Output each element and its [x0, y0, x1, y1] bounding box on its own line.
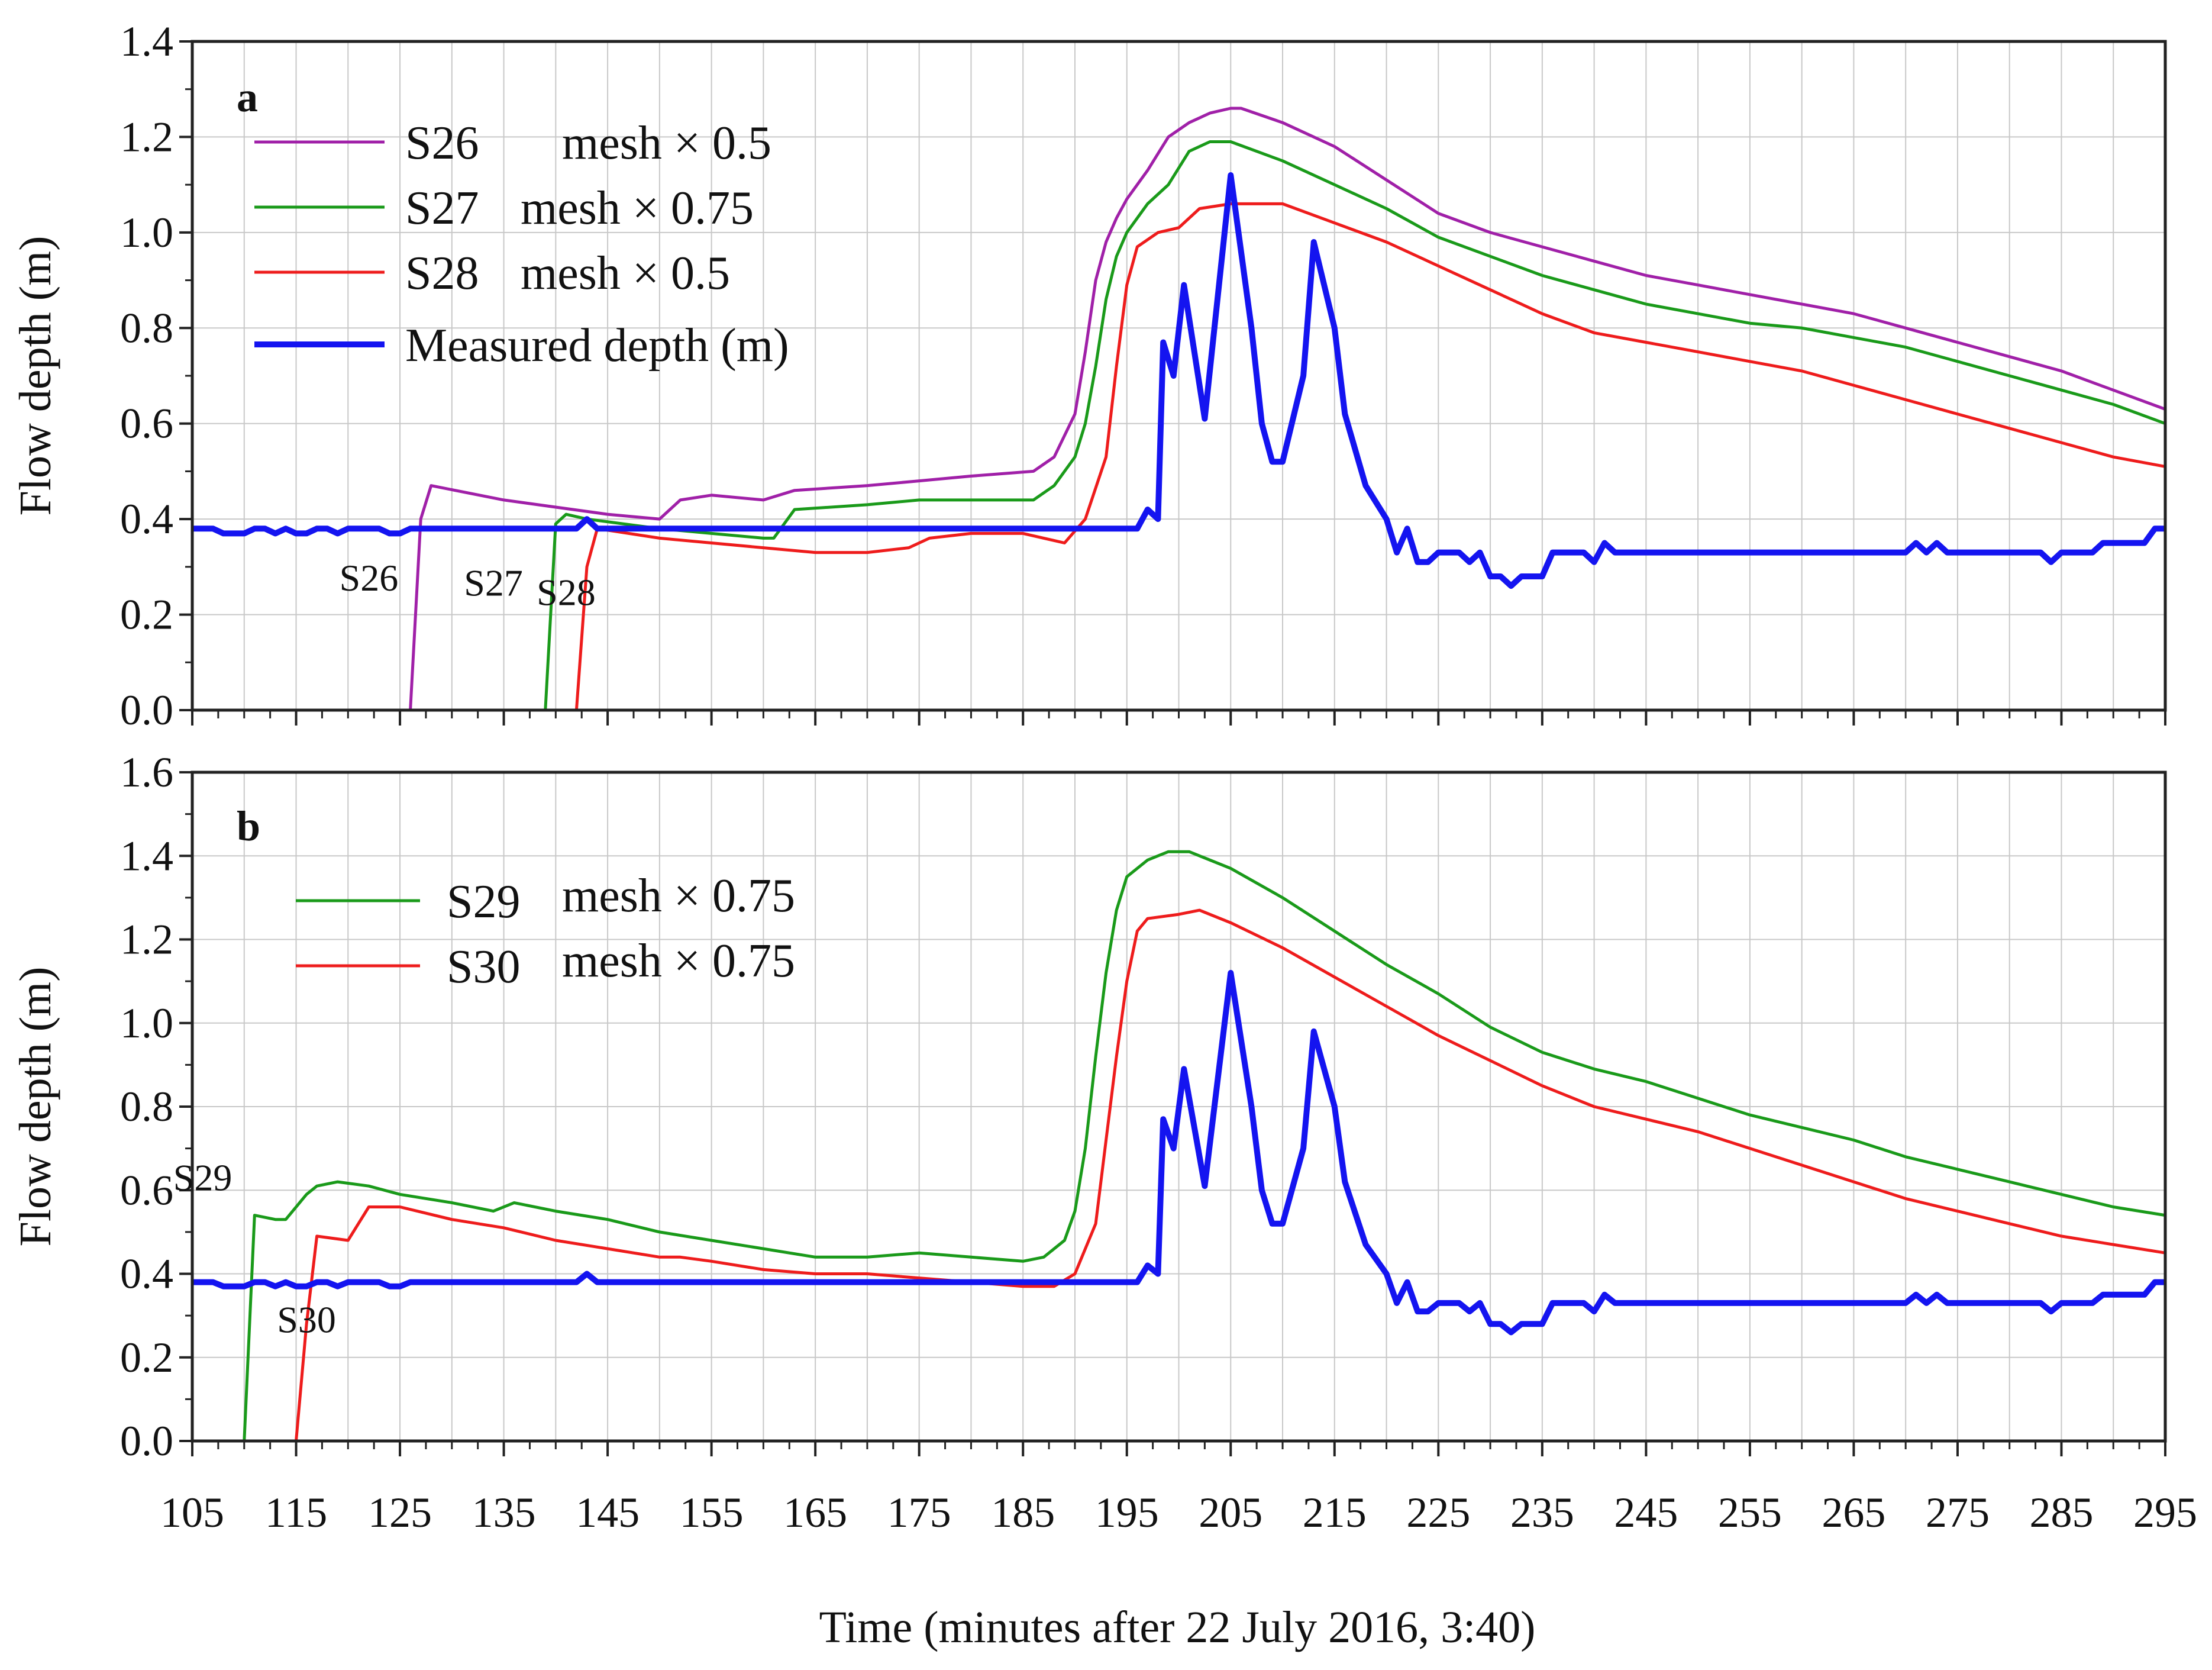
x-tick-label: 205	[1199, 1489, 1262, 1536]
x-tick-label: 165	[783, 1489, 847, 1536]
x-axis-ticks-a	[191, 710, 2166, 726]
y-tick-label: 0.8	[120, 1083, 173, 1130]
x-axis-title: Time (minutes after 22 July 2016, 3:40)	[819, 1603, 1536, 1652]
curve-labels-a: S26 S27 S28	[340, 557, 596, 613]
legend-series-s26: S26	[405, 117, 479, 169]
x-tick-label: 185	[991, 1489, 1055, 1536]
y-tick-label: 1.2	[120, 916, 173, 963]
legend-series-s27: S27	[405, 182, 479, 234]
grid-a	[192, 41, 2165, 710]
y-tick-label: 1.4	[120, 18, 173, 65]
legend-a: S26 mesh × 0.5 S27 mesh × 0.75 S28 mesh …	[254, 117, 789, 372]
legend-series-s29: S29	[447, 876, 521, 928]
y-tick-label: 0.2	[120, 591, 173, 639]
curve-label-s26: S26	[340, 557, 399, 599]
x-tick-label: 125	[368, 1489, 432, 1536]
y-tick-label: 0.6	[120, 400, 173, 447]
y-tick-label: 0.0	[120, 1417, 173, 1465]
panel-b: 0.0 0.2 0.4 0.6 0.8 1.0 1.2 1.4 1.6 105 115 125 135…	[11, 749, 2197, 1536]
legend-desc-s29: mesh × 0.75	[562, 870, 795, 922]
x-tick-label: 235	[1510, 1489, 1574, 1536]
x-tick-label: 245	[1614, 1489, 1678, 1536]
y-tick-label: 1.6	[120, 749, 173, 796]
y-tick-label: 0.2	[120, 1334, 173, 1381]
legend-series-s28: S28	[405, 247, 479, 299]
curve-label-s28: S28	[537, 571, 596, 613]
x-tick-label: 195	[1095, 1489, 1159, 1536]
panel-label-a: a	[237, 73, 258, 121]
y-tick-label: 0.4	[120, 495, 173, 543]
y-axis-b: 0.0 0.2 0.4 0.6 0.8 1.0 1.2 1.4 1.6	[120, 749, 192, 1465]
y-tick-label: 0.4	[120, 1250, 173, 1298]
panel-label-b: b	[237, 802, 260, 850]
x-tick-label: 105	[160, 1489, 224, 1536]
curve-label-s30: S30	[277, 1298, 336, 1340]
y-tick-label: 0.6	[120, 1166, 173, 1214]
x-tick-label: 215	[1303, 1489, 1367, 1536]
series-line-s26	[192, 107, 2166, 712]
x-tick-label: 285	[2029, 1489, 2093, 1536]
y-axis-a: 0.0 0.2 0.4 0.6 0.8 1.0 1.2 1.4	[120, 18, 192, 734]
series-line-s27	[192, 140, 2166, 712]
legend-desc-s30: mesh × 0.75	[562, 935, 795, 987]
series-line-measured	[192, 172, 2165, 589]
series-a	[192, 107, 2166, 712]
x-axis-b: 105 115 125 135 145 155 165 175 185 195 205 215 225 2…	[160, 1441, 2197, 1536]
legend-b: S29 mesh × 0.75 S30 mesh × 0.75	[296, 870, 795, 993]
x-tick-label: 275	[1926, 1489, 1990, 1536]
x-tick-label: 295	[2133, 1489, 2197, 1536]
legend-desc-measured: Measured depth (m)	[405, 320, 789, 372]
series-line-s29	[192, 850, 2166, 1443]
x-tick-label: 175	[887, 1489, 951, 1536]
y-tick-label: 0.8	[120, 304, 173, 352]
legend-desc-s26: mesh × 0.5	[562, 117, 771, 169]
x-tick-label: 255	[1718, 1489, 1782, 1536]
series-line-s28	[192, 202, 2166, 712]
legend-desc-s27: mesh × 0.75	[521, 182, 754, 234]
x-tick-label: 135	[472, 1489, 536, 1536]
y-axis-title-b: Flow depth (m)	[11, 967, 60, 1247]
legend-desc-s28: mesh × 0.5	[521, 247, 730, 299]
curve-label-s29: S29	[173, 1156, 232, 1198]
x-tick-label: 265	[1822, 1489, 1885, 1536]
curve-label-s27: S27	[464, 562, 523, 604]
panel-a: 0.00.20.40.60.81.01.21.4 Flow depth (m) …	[11, 18, 2167, 734]
y-tick-label: 1.0	[120, 209, 173, 256]
series-line-measured	[192, 970, 2165, 1336]
y-tick-label: 1.0	[120, 1000, 173, 1047]
y-tick-label: 0.0	[120, 686, 173, 734]
y-tick-label: 1.2	[120, 113, 173, 160]
legend-series-s30: S30	[447, 941, 521, 993]
series-b	[192, 850, 2166, 1443]
x-tick-label: 155	[680, 1489, 744, 1536]
x-tick-label: 145	[576, 1489, 640, 1536]
x-tick-label: 225	[1406, 1489, 1470, 1536]
series-line-s30	[192, 908, 2166, 1443]
curve-labels-b: S29 S30	[173, 1156, 336, 1340]
y-tick-label: 1.4	[120, 832, 173, 879]
y-axis-title-a: Flow depth (m)	[11, 236, 60, 516]
x-tick-label: 115	[265, 1489, 327, 1536]
